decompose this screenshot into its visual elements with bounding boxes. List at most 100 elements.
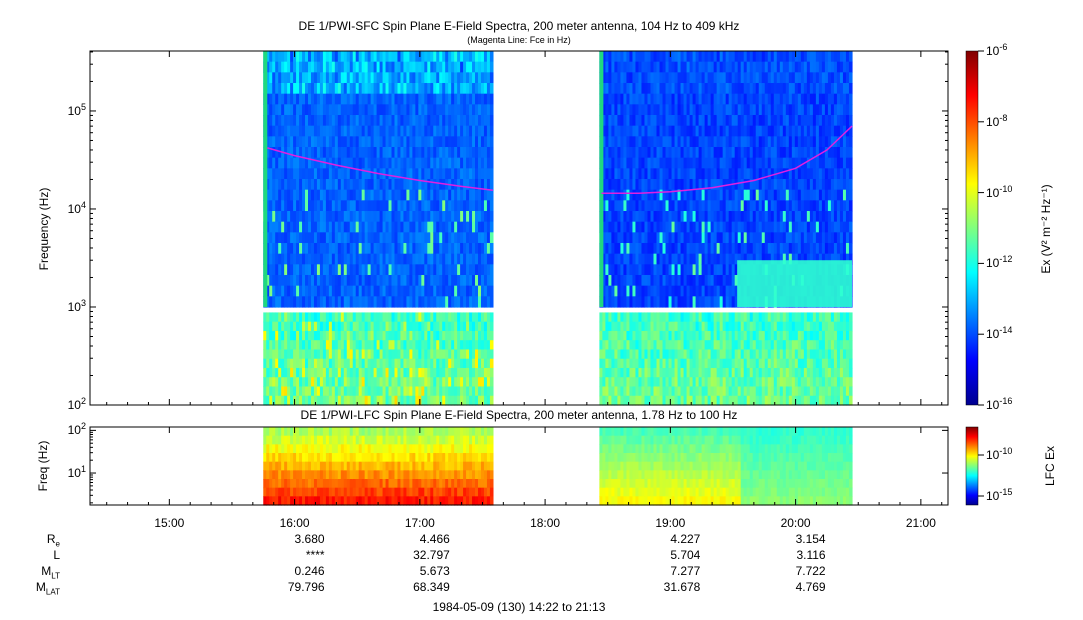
sfc-cell: [337, 340, 342, 351]
sfc-cell: [361, 253, 366, 265]
sfc-cell: [674, 51, 679, 63]
sfc-cell: [800, 210, 805, 223]
sfc-cell: [406, 72, 411, 84]
sfc-cell: [454, 114, 458, 127]
sfc-cell: [758, 93, 763, 105]
sfc-cell: [686, 340, 691, 351]
sfc-cell: [296, 330, 300, 341]
sfc-cell: [704, 296, 709, 308]
sfc-cell: [722, 253, 727, 265]
sfc-cell: [489, 274, 494, 287]
sfc-cell: [406, 285, 411, 297]
sfc-cell: [477, 157, 482, 169]
sfc-cell: [358, 61, 363, 73]
sfc-cell: [343, 200, 348, 212]
sfc-cell: [647, 340, 652, 351]
sfc-cell: [427, 125, 431, 137]
sfc-cell: [483, 61, 488, 73]
sfc-cell: [421, 340, 425, 351]
sfc-cell: [734, 189, 739, 201]
sfc-cell: [355, 72, 360, 84]
sfc-cell: [629, 377, 634, 388]
sfc-cell: [352, 157, 357, 169]
sfc-cell: [436, 340, 440, 351]
sfc-cell: [812, 232, 817, 244]
sfc-cell: [599, 367, 603, 378]
sfc-cell: [477, 104, 482, 116]
sfc-cell: [605, 114, 609, 127]
sfc-cell: [752, 157, 757, 169]
sfc-cell: [403, 125, 408, 137]
sfc-cell: [287, 296, 291, 308]
sfc-cell: [379, 189, 384, 201]
sfc-cell: [845, 242, 850, 255]
sfc-cell: [421, 274, 425, 287]
sfc-cell: [483, 104, 488, 116]
sfc-cell: [776, 136, 781, 148]
sfc-cell: [761, 136, 766, 148]
sfc-cell: [463, 367, 467, 378]
sfc-cell: [397, 330, 402, 341]
sfc-cell: [614, 358, 619, 369]
sfc-cell: [695, 386, 700, 397]
sfc-cell: [839, 189, 844, 201]
sfc-cell: [469, 51, 473, 63]
sfc-cell: [797, 178, 802, 191]
sfc-cell: [602, 146, 606, 159]
sfc-cell: [629, 367, 634, 378]
sfc-cell: [686, 189, 691, 201]
sfc-cell: [761, 114, 766, 127]
sfc-cell: [403, 72, 408, 84]
sfc-cell: [671, 367, 676, 378]
sfc-cell: [403, 349, 408, 360]
sfc-cell: [809, 221, 814, 233]
sfc-cell: [803, 210, 808, 223]
sfc-cell: [623, 264, 628, 276]
sfc-cell: [296, 221, 300, 233]
sfc-cell: [731, 242, 736, 255]
sfc-cell: [367, 82, 372, 95]
sfc-cell: [397, 178, 402, 191]
sfc-cell: [722, 210, 727, 223]
sfc-cell: [337, 93, 342, 105]
sfc-cell: [310, 125, 315, 137]
sfc-cell: [382, 72, 387, 84]
sfc-cell: [839, 61, 844, 73]
sfc-cell: [689, 340, 694, 351]
sfc-cell: [662, 264, 667, 276]
sfc-cell: [770, 232, 775, 244]
sfc-cell: [656, 168, 661, 180]
sfc-cell: [442, 386, 446, 397]
sfc-cell: [662, 104, 667, 116]
sfc-cell: [448, 349, 452, 360]
sfc-cell: [755, 200, 760, 212]
sfc-cell: [842, 146, 847, 159]
sfc-cell: [466, 330, 470, 341]
sfc-cell: [689, 61, 694, 73]
sfc-cell: [692, 367, 697, 378]
sfc-cell: [325, 358, 330, 369]
sfc-cell: [602, 242, 606, 255]
sfc-cell: [794, 61, 799, 73]
sfc-cell: [284, 104, 288, 116]
sfc-cell: [698, 296, 703, 308]
sfc-cell: [614, 146, 619, 159]
sfc-cell: [791, 210, 796, 223]
sfc-edge-stripe: [263, 51, 268, 307]
sfc-cell: [650, 296, 655, 308]
sfc-cell: [641, 253, 646, 265]
sfc-cell: [451, 104, 455, 116]
sfc-cell: [695, 93, 700, 105]
sfc-cell: [427, 321, 431, 332]
sfc-cell: [466, 168, 470, 180]
sfc-cell: [361, 72, 366, 84]
sfc-cell: [445, 340, 449, 351]
sfc-cell: [698, 146, 703, 159]
sfc-cell: [406, 157, 411, 169]
sfc-cell: [269, 242, 273, 255]
sfc-cell: [713, 210, 718, 223]
sfc-cell: [797, 104, 802, 116]
sfc-cell: [412, 349, 416, 360]
sfc-cell: [388, 349, 393, 360]
sfc-cell: [722, 125, 727, 137]
